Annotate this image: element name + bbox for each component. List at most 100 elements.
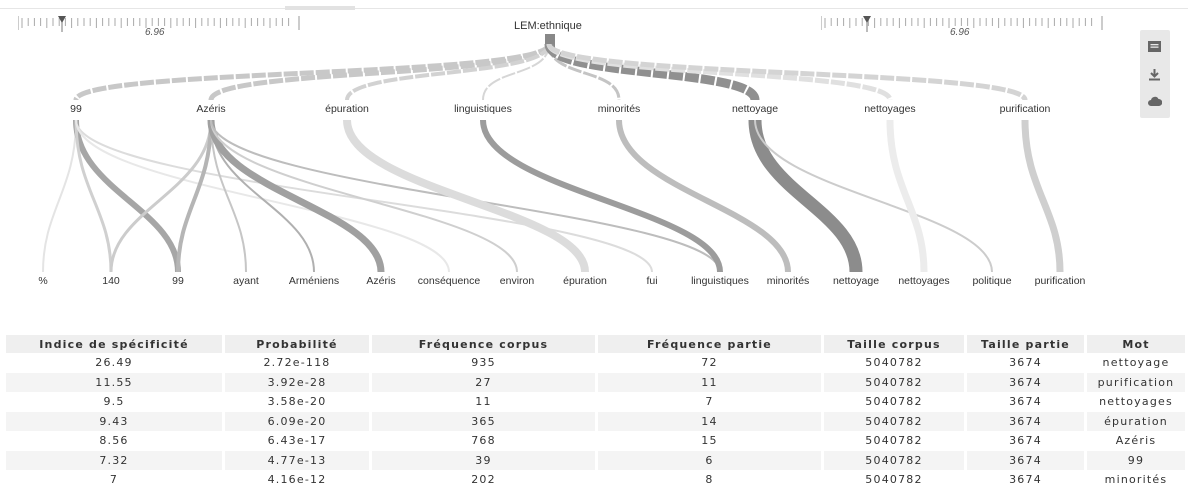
table-cell: 365 — [370, 411, 598, 431]
tree-link — [748, 119, 863, 273]
tree-level1-node[interactable]: nettoyage — [731, 103, 779, 115]
tree-level1-node[interactable]: Azéris — [196, 103, 226, 115]
tree-level2-node[interactable]: % — [38, 275, 48, 287]
data-view-icon — [1148, 41, 1161, 52]
specificity-table: Indice de spécificité Probabilité Fréquenc… — [6, 335, 1188, 490]
table-cell: 768 — [370, 431, 598, 451]
cloud-button[interactable] — [1140, 90, 1170, 112]
tree-link — [74, 119, 113, 273]
table-cell: 3.58e-20 — [223, 392, 372, 412]
table-cell: nettoyage — [1085, 353, 1188, 373]
table-row[interactable]: 8.56 6.43e-17 768 15 5040782 3674 Azéris — [6, 431, 1188, 451]
root-node-label[interactable]: LEM:ethnique — [514, 20, 582, 32]
table-cell: 27 — [370, 372, 598, 392]
table-row[interactable]: 7 4.16e-12 202 8 5040782 3674 minorités — [6, 470, 1188, 490]
tree-level2-node[interactable]: conséquence — [417, 275, 481, 287]
tree-level2-node[interactable]: ayant — [233, 275, 259, 287]
tree-level1-node[interactable]: linguistiques — [454, 103, 512, 115]
column-header[interactable]: Probabilité — [223, 335, 372, 353]
table-cell: 5040782 — [822, 470, 967, 490]
tree-level2-node[interactable]: nettoyages — [898, 275, 950, 287]
table-cell: 2.72e-118 — [223, 353, 372, 373]
tree-level2-node[interactable]: fui — [646, 275, 658, 287]
tree-link — [207, 119, 385, 273]
tree-level2-node[interactable]: purification — [1034, 275, 1086, 287]
tree-level2-node[interactable]: politique — [972, 275, 1012, 287]
table-cell: 3674 — [965, 450, 1087, 470]
column-header[interactable]: Taille partie — [965, 335, 1087, 353]
tree-link — [546, 42, 1028, 102]
tree-link — [73, 42, 552, 102]
table-row[interactable]: 11.55 3.92e-28 27 11 5040782 3674 purification — [6, 372, 1188, 392]
column-header[interactable]: Taille corpus — [822, 335, 967, 353]
table-cell: épuration — [1085, 411, 1188, 431]
tree-level2-node[interactable]: 140 — [102, 275, 120, 287]
column-header[interactable]: Mot — [1085, 335, 1188, 353]
table-cell: 3674 — [965, 372, 1087, 392]
tree-link — [547, 43, 621, 101]
tree-level1-node[interactable]: nettoyages — [864, 103, 916, 115]
tree-link — [176, 119, 213, 273]
table-cell: 3.92e-28 — [223, 372, 372, 392]
top-tab-handle[interactable] — [285, 6, 355, 10]
table-cell: 7 — [6, 470, 225, 490]
table-cell: 3674 — [965, 470, 1087, 490]
column-header[interactable]: Indice de spécificité — [6, 335, 225, 353]
table-cell: 7.32 — [6, 450, 225, 470]
table-row[interactable]: 7.32 4.77e-13 39 6 5040782 3674 99 — [6, 450, 1188, 470]
table-cell: 3674 — [965, 411, 1087, 431]
tree-level1-node[interactable]: 99 — [70, 103, 82, 115]
left-slider-ticks — [18, 16, 300, 32]
column-header[interactable]: Fréquence corpus — [370, 335, 598, 353]
tree-level2-node[interactable]: épuration — [563, 275, 607, 287]
tree-level2-node[interactable]: linguistiques — [691, 275, 749, 287]
tree-level2-node[interactable]: Arméniens — [288, 275, 340, 287]
tree-link — [210, 119, 518, 273]
table-cell: 5040782 — [822, 431, 967, 451]
column-header[interactable]: Fréquence partie — [596, 335, 824, 353]
table-cell: 11 — [370, 392, 598, 412]
tree-link — [109, 119, 213, 273]
tree-link — [546, 42, 893, 102]
left-threshold-slider[interactable]: 6.96 — [18, 14, 300, 40]
tree-level2-node[interactable]: environ — [499, 275, 535, 287]
table-cell: 935 — [370, 353, 598, 373]
right-slider-ticks — [821, 16, 1103, 32]
tree-link — [73, 119, 181, 273]
right-threshold-slider[interactable]: 6.96 — [821, 14, 1103, 40]
tree-level1-node[interactable]: purification — [999, 103, 1051, 115]
tree-link — [42, 119, 77, 273]
table-cell: 15 — [596, 431, 824, 451]
tree-level2-node[interactable]: Azéris — [366, 275, 396, 287]
tree-level2-node[interactable]: nettoyage — [832, 275, 880, 287]
table-row[interactable]: 9.43 6.09e-20 365 14 5040782 3674 épuration — [6, 411, 1188, 431]
tree-level1-node[interactable]: épuration — [325, 103, 369, 115]
table-cell: 5040782 — [822, 392, 967, 412]
table-cell: 202 — [370, 470, 598, 490]
table-cell: 11.55 — [6, 372, 225, 392]
table-cell: 8.56 — [6, 431, 225, 451]
download-button[interactable] — [1140, 64, 1170, 86]
table-cell: 8 — [596, 470, 824, 490]
tree-level1-node[interactable]: minorités — [597, 103, 641, 115]
tree-link — [345, 43, 551, 101]
table-row[interactable]: 9.5 3.58e-20 11 7 5040782 3674 nettoyages — [6, 392, 1188, 412]
tree-level2-node[interactable]: 99 — [172, 275, 184, 287]
table-cell: minorités — [1085, 470, 1188, 490]
table-cell: 6.43e-17 — [223, 431, 372, 451]
top-divider — [0, 8, 1188, 9]
data-view-button[interactable] — [1140, 36, 1170, 58]
tree-link — [75, 119, 450, 273]
table-cell: Azéris — [1085, 431, 1188, 451]
table-row[interactable]: 26.49 2.72e-118 935 72 5040782 3674 nettoyage — [6, 353, 1188, 373]
tree-link — [886, 119, 928, 273]
table-cell: 11 — [596, 372, 824, 392]
tree-level2-node[interactable]: minorités — [766, 275, 810, 287]
tree-link — [616, 119, 791, 273]
table-cell: 72 — [596, 353, 824, 373]
table-cell: 5040782 — [822, 411, 967, 431]
tree-link — [480, 119, 723, 273]
table-cell: 4.77e-13 — [223, 450, 372, 470]
tree-link — [343, 119, 589, 273]
table-cell: 26.49 — [6, 353, 225, 373]
